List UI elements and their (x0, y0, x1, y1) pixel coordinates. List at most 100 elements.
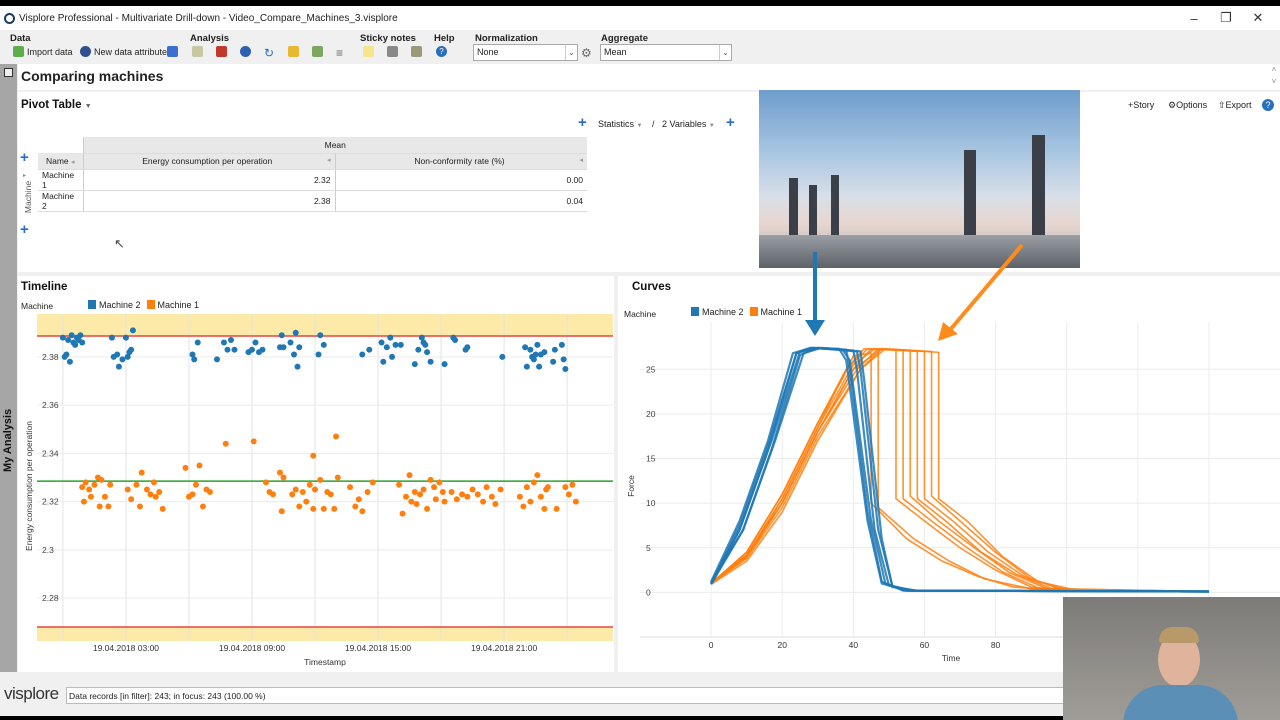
timeline-chart[interactable]: 2.28 2.3 2.32 2.34 2.36 2.38 19.04.2018 03:00 1… (18, 276, 614, 672)
data-point-machine-2 (380, 358, 387, 365)
table-row[interactable]: Machine 2 2.38 0.04 (38, 190, 587, 212)
header-scrollbar[interactable]: ˄ ˅ (1268, 64, 1280, 90)
chevron-down-icon: ▼ (708, 123, 715, 129)
edit-icon (167, 46, 178, 57)
y-tick-label: 2.28 (42, 593, 59, 603)
x-tick-label: 40 (849, 640, 859, 650)
title-bar: Visplore Professional - Multivariate Dri… (0, 6, 1280, 30)
scroll-up-icon[interactable]: ˄ (1271, 65, 1277, 74)
data-point-machine-2 (248, 346, 255, 353)
data-point-machine-2 (523, 363, 530, 370)
add-variable-button[interactable]: + (726, 114, 735, 131)
curves-chart[interactable]: 05101520250204060801TimeForce (618, 276, 1280, 672)
add-row-dim-button[interactable]: + (20, 149, 29, 166)
refresh-button[interactable]: ↻ (264, 46, 274, 60)
data-point-machine-1 (150, 479, 157, 486)
data-point-machine-1 (488, 493, 495, 500)
legend-item-machine-1[interactable]: Machine 1 (146, 300, 199, 310)
data-point-machine-2 (115, 363, 122, 370)
chevron-down-icon: ⌄ (719, 45, 731, 60)
data-point-machine-1 (98, 476, 105, 483)
add-row-button[interactable]: + (20, 221, 29, 238)
data-point-machine-1 (124, 486, 131, 493)
data-point-machine-1 (420, 486, 427, 493)
data-point-machine-1 (278, 508, 285, 515)
legend-item-machine-2[interactable]: Machine 2 (88, 300, 141, 310)
separator: / (652, 119, 655, 129)
data-point-machine-1 (292, 486, 299, 493)
help-button[interactable]: ? (436, 46, 447, 57)
data-point-machine-2 (558, 341, 565, 348)
data-point-machine-2 (108, 334, 115, 341)
export-button[interactable]: ⇧Export (1218, 100, 1252, 110)
minimize-icon[interactable]: – (1190, 10, 1198, 26)
data-point-machine-1 (107, 481, 114, 488)
legend-item-machine-1[interactable]: Machine 1 (749, 307, 802, 317)
data-point-machine-1 (262, 479, 269, 486)
column-header[interactable]: Non-conformity rate (%) ◂ (334, 153, 587, 170)
data-point-machine-2 (122, 334, 129, 341)
statistics-dropdown[interactable]: Statistics ▼ (598, 119, 642, 129)
story-button[interactable]: +Story (1128, 100, 1155, 110)
notes-list-button[interactable] (411, 46, 422, 57)
edit-button[interactable] (167, 46, 178, 57)
analysis-sidebar[interactable]: My Analysis (0, 64, 17, 672)
data-point-machine-1 (199, 503, 206, 510)
collapse-icon[interactable] (4, 68, 13, 77)
upper-limit-band (37, 314, 613, 336)
undo-button[interactable] (288, 46, 299, 57)
window-title: Visplore Professional - Multivariate Dri… (19, 12, 398, 24)
import-data-button[interactable]: Import data (13, 46, 73, 57)
row-name: Machine 2 (38, 190, 83, 212)
scroll-down-icon[interactable]: ˅ (1271, 77, 1277, 86)
timeline-legend: Machine 2 Machine 1 (88, 300, 199, 310)
import-data-label: Import data (27, 46, 73, 57)
data-point-machine-2 (320, 341, 327, 348)
save-button[interactable] (216, 46, 227, 57)
export-icon: ⇧ (1218, 100, 1226, 110)
data-point-machine-1 (334, 474, 341, 481)
help-icon: ? (436, 46, 447, 57)
data-point-machine-2 (424, 349, 431, 356)
list-button[interactable]: ≡ (336, 46, 343, 60)
app-logo-icon (4, 12, 15, 24)
delete-notes-button[interactable] (387, 46, 398, 57)
column-header[interactable]: Name ◂ (38, 153, 83, 170)
x-tick-label: 80 (991, 640, 1001, 650)
data-point-machine-2 (530, 356, 537, 363)
pivot-title[interactable]: Pivot Table ▼ (21, 99, 92, 111)
legend-item-machine-2[interactable]: Machine 2 (691, 307, 744, 317)
variables-dropdown[interactable]: 2 Variables ▼ (662, 119, 715, 129)
aggregate-select[interactable]: Mean ⌄ (600, 44, 732, 61)
new-data-attribute-button[interactable]: New data attribute (80, 46, 167, 57)
normalization-select[interactable]: None ⌄ (473, 44, 578, 61)
data-point-machine-1 (427, 476, 434, 483)
options-button[interactable]: ⚙Options (1168, 100, 1208, 110)
add-column-button[interactable]: + (578, 114, 587, 131)
redo-button[interactable] (312, 46, 323, 57)
curves-title: Curves (632, 281, 671, 293)
data-point-machine-1 (553, 505, 560, 512)
cell-energy: 2.38 (82, 190, 335, 212)
open-button[interactable] (192, 46, 203, 57)
data-point-machine-1 (408, 498, 415, 505)
data-point-machine-1 (483, 484, 490, 491)
help-icon[interactable]: ? (1262, 99, 1274, 111)
close-icon[interactable]: ✕ (1252, 10, 1264, 25)
expand-icon[interactable]: ▸ (23, 173, 27, 179)
column-header[interactable]: Energy consumption per operation ◂ (82, 153, 335, 170)
data-point-machine-1 (182, 464, 189, 471)
restore-icon[interactable]: ❐ (1220, 10, 1232, 25)
aggregate-value: Mean (604, 47, 627, 57)
data-point-machine-1 (480, 498, 487, 505)
table-row[interactable]: Machine 1 2.32 0.00 (38, 169, 587, 191)
data-point-machine-2 (296, 344, 303, 351)
normalization-settings-button[interactable]: ⚙ (581, 46, 592, 60)
layers-button[interactable] (240, 46, 251, 57)
data-point-machine-1 (133, 481, 140, 488)
data-point-machine-2 (291, 351, 298, 358)
data-point-machine-2 (119, 356, 126, 363)
y-tick-label: 10 (646, 498, 656, 508)
gear-icon: ⚙ (1168, 100, 1177, 110)
sticky-note-button[interactable] (363, 46, 374, 57)
